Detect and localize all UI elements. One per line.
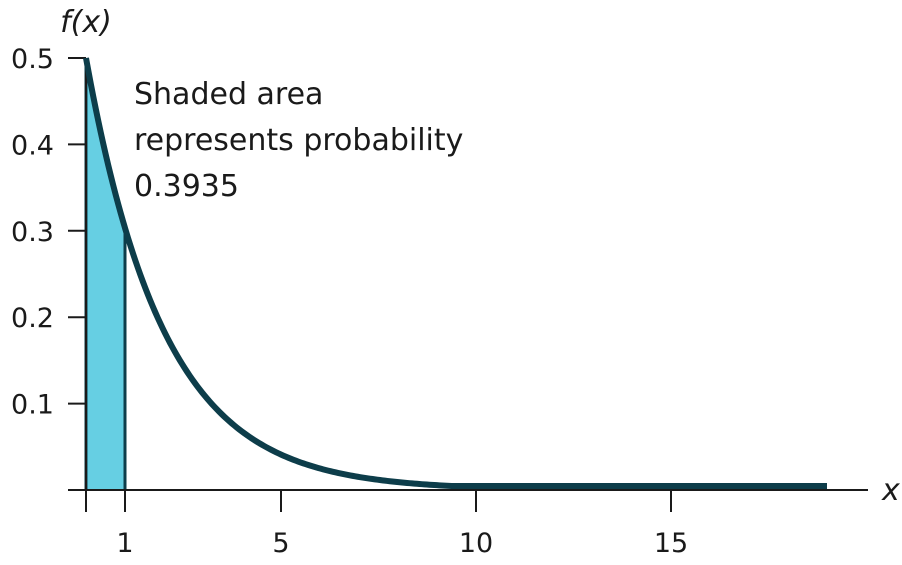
- y-tick-label: 0.4: [11, 130, 54, 161]
- density-curve: [83, 57, 828, 489]
- y-axis-title: f(x): [60, 5, 112, 40]
- y-tick-label: 0.2: [11, 303, 54, 334]
- y-tick-label: 0.5: [11, 44, 54, 75]
- x-tick-label: 10: [459, 528, 493, 559]
- x-tick-label: 1: [116, 528, 133, 559]
- shaded-probability-area: [86, 58, 125, 490]
- x-axis-title: x: [881, 473, 900, 508]
- annotation-line-2: represents probability: [134, 123, 463, 158]
- shaded-area-layer: [84, 58, 127, 490]
- x-tick-label: 15: [654, 528, 688, 559]
- axes-layer: [68, 57, 868, 512]
- curve-layer: [83, 57, 828, 489]
- x-tick-label: 5: [272, 528, 289, 559]
- y-tick-label: 0.3: [11, 217, 54, 248]
- y-tick-label: 0.1: [11, 390, 54, 421]
- annotation-line-1: Shaded area: [134, 77, 323, 112]
- annotation-line-3: 0.3935: [134, 169, 239, 204]
- labels-layer: Shaded area represents probability 0.393…: [11, 5, 900, 559]
